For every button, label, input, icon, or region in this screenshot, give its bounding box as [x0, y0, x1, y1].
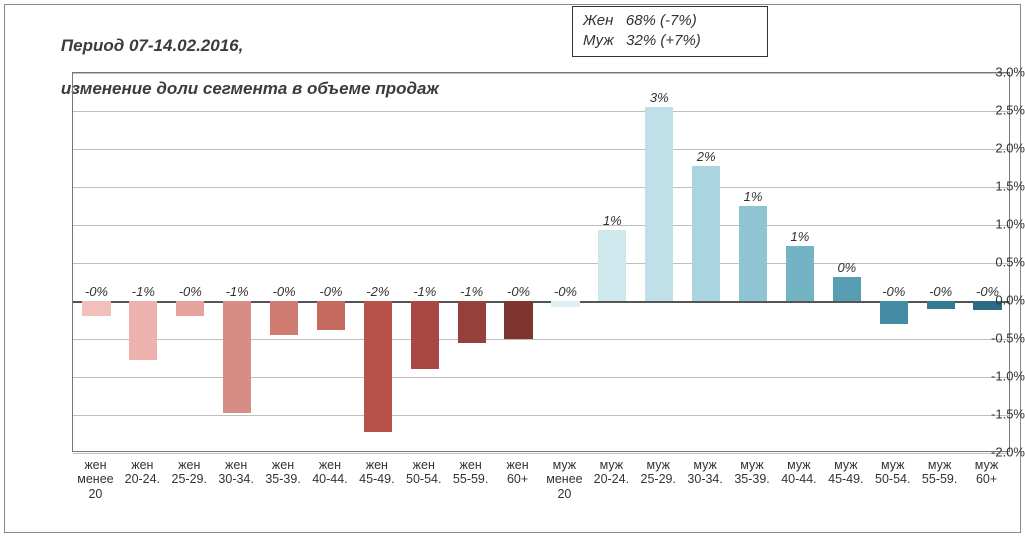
- y-tick-label: -1.0%: [961, 369, 1025, 384]
- bar-value-label: 1%: [744, 189, 763, 204]
- y-tick-label: 1.0%: [961, 217, 1025, 232]
- x-tick-label: жен 35-39.: [265, 458, 300, 487]
- grid-line: [73, 453, 1009, 454]
- bar-value-label: -2%: [366, 284, 389, 299]
- x-tick-label: муж 60+: [975, 458, 999, 487]
- legend-row: Муж 32% (+7%): [583, 31, 757, 51]
- x-tick-label: муж 25-29.: [641, 458, 676, 487]
- y-tick-label: 1.5%: [961, 179, 1025, 194]
- y-tick-label: 0.0%: [961, 293, 1025, 308]
- x-tick-label: жен 20-24.: [125, 458, 160, 487]
- x-tick-label: муж 30-34.: [687, 458, 722, 487]
- x-tick-label: жен 40-44.: [312, 458, 347, 487]
- bar-value-label: 3%: [650, 90, 669, 105]
- x-tick-label: муж 45-49.: [828, 458, 863, 487]
- x-tick-label: муж 40-44.: [781, 458, 816, 487]
- bar-value-label: -0%: [179, 284, 202, 299]
- bar-value-label: 1%: [791, 229, 810, 244]
- bar-value-label: 1%: [603, 213, 622, 228]
- x-tick-label: жен 45-49.: [359, 458, 394, 487]
- x-tick-label: муж 55-59.: [922, 458, 957, 487]
- y-tick-label: -1.5%: [961, 407, 1025, 422]
- x-tick-label: жен 25-29.: [172, 458, 207, 487]
- bar-value-label: -0%: [272, 284, 295, 299]
- bar-value-label: -0%: [507, 284, 530, 299]
- bar-value-label: -0%: [882, 284, 905, 299]
- bar-labels-layer: -0% -1% -0% -1% -0% -0% -2% -1% -1% -0% -0% 1% 3% 2% 1…: [73, 73, 1009, 451]
- x-tick-label: жен 55-59.: [453, 458, 488, 487]
- x-tick-label: жен 50-54.: [406, 458, 441, 487]
- y-tick-label: 2.5%: [961, 103, 1025, 118]
- x-tick-label: муж 20-24.: [594, 458, 629, 487]
- bar-value-label: -1%: [132, 284, 155, 299]
- legend-row: Жен 68% (-7%): [583, 11, 757, 31]
- x-tick-label: муж 50-54.: [875, 458, 910, 487]
- chart-title-line1: Период 07-14.02.2016,: [61, 36, 243, 55]
- x-tick-label: жен 30-34.: [218, 458, 253, 487]
- bar-value-label: -0%: [85, 284, 108, 299]
- x-tick-label: жен 60+: [506, 458, 528, 487]
- bar-value-label: -1%: [226, 284, 249, 299]
- bar-value-label: -0%: [554, 284, 577, 299]
- bar-value-label: 0%: [837, 260, 856, 275]
- bar-value-label: -1%: [413, 284, 436, 299]
- y-tick-label: 3.0%: [961, 65, 1025, 80]
- bar-value-label: 2%: [697, 149, 716, 164]
- y-tick-label: -0.5%: [961, 331, 1025, 346]
- plot-area: -0% -1% -0% -1% -0% -0% -2% -1% -1% -0% -0% 1% 3% 2% 1…: [72, 72, 1010, 452]
- legend-box: Жен 68% (-7%)Муж 32% (+7%): [572, 6, 768, 57]
- x-tick-label: муж 35-39.: [734, 458, 769, 487]
- chart-frame: Период 07-14.02.2016, изменение доли сег…: [0, 0, 1025, 537]
- x-tick-label: муж менее 20: [546, 458, 582, 501]
- y-tick-label: 0.5%: [961, 255, 1025, 270]
- bar-value-label: -0%: [319, 284, 342, 299]
- bar-value-label: -0%: [929, 284, 952, 299]
- y-tick-label: 2.0%: [961, 141, 1025, 156]
- bar-value-label: -1%: [460, 284, 483, 299]
- x-tick-label: жен менее 20: [77, 458, 113, 501]
